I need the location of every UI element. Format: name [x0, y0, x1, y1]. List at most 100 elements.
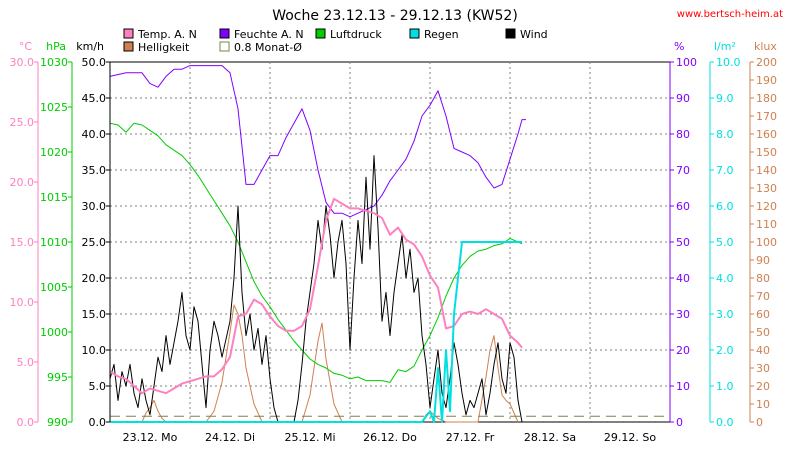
- brightness-tick-label: 200: [756, 56, 777, 69]
- wind-tick-label: 50.0: [82, 56, 107, 69]
- x-tick-label: 27.12. Fr: [446, 431, 495, 444]
- brightness-tick-label: 190: [756, 74, 777, 87]
- brightness-tick-label: 20: [756, 380, 770, 393]
- legend: Temp. A. N Feuchte A. N Luftdruck Regen Wind…: [123, 28, 548, 54]
- pressure-tick-label: 1030: [40, 56, 68, 69]
- rain-tick-label: 1.0: [716, 380, 734, 393]
- wind-tick-label: 45.0: [82, 92, 107, 105]
- series-wind-line: [109, 155, 523, 423]
- temp-tick-label: 5.0: [17, 356, 35, 369]
- wind-unit-label: km/h: [76, 40, 104, 53]
- pressure-tick-label: 1015: [40, 191, 68, 204]
- rain-tick-label: 4.0: [716, 272, 734, 285]
- humidity-tick-label: 40: [676, 272, 690, 285]
- humidity-tick-label: 60: [676, 200, 690, 213]
- pressure-tick-label: 1010: [40, 236, 68, 249]
- legend-label: Feuchte A. N: [234, 28, 304, 41]
- temp-tick-label: 20.0: [10, 176, 35, 189]
- humidity-tick-label: 20: [676, 344, 690, 357]
- humidity-tick-label: 80: [676, 128, 690, 141]
- wind-tick-label: 0.0: [89, 416, 107, 429]
- wind-tick-label: 15.0: [82, 308, 107, 321]
- rain-tick-label: 10.0: [716, 56, 741, 69]
- rain-tick-label: 6.0: [716, 200, 734, 213]
- temp-tick-label: 15.0: [10, 236, 35, 249]
- brightness-tick-label: 170: [756, 110, 777, 123]
- wind-tick-label: 30.0: [82, 200, 107, 213]
- humidity-tick-label: 0: [676, 416, 683, 429]
- brightness-tick-label: 160: [756, 128, 777, 141]
- legend-swatch: [123, 28, 134, 39]
- pressure-unit-label: hPa: [46, 40, 66, 53]
- x-tick-label: 29.12. So: [604, 431, 656, 444]
- legend-swatch: [315, 28, 326, 39]
- wind-tick-label: 40.0: [82, 128, 107, 141]
- pressure-tick-label: 1005: [40, 281, 68, 294]
- brightness-tick-label: 50: [756, 326, 770, 339]
- humidity-tick-label: 50: [676, 236, 690, 249]
- temp-tick-label: 25.0: [10, 116, 35, 129]
- humidity-tick-label: 100: [676, 56, 697, 69]
- wind-tick-label: 35.0: [82, 164, 107, 177]
- brightness-tick-label: 30: [756, 362, 770, 375]
- brightness-tick-label: 0: [756, 416, 763, 429]
- series-luftdruck-line: [109, 122, 523, 383]
- brightness-tick-label: 40: [756, 344, 770, 357]
- grid: [110, 62, 670, 422]
- wind-tick-label: 20.0: [82, 272, 107, 285]
- pressure-tick-label: 1000: [40, 326, 68, 339]
- rain-tick-label: 5.0: [716, 236, 734, 249]
- x-axis: 23.12. Mo 24.12. Di 25.12. Mi 26.12. Do 27.1…: [123, 431, 657, 444]
- temp-tick-label: 0.0: [17, 416, 35, 429]
- legend-swatch: [219, 28, 230, 39]
- wind-tick-label: 25.0: [82, 236, 107, 249]
- legend-label: Temp. A. N: [137, 28, 197, 41]
- humidity-tick-label: 30: [676, 308, 690, 321]
- temp-unit-label: °C: [19, 40, 33, 53]
- wind-tick-label: 5.0: [89, 380, 107, 393]
- rain-tick-label: 3.0: [716, 308, 734, 321]
- brightness-tick-label: 80: [756, 272, 770, 285]
- legend-label: Luftdruck: [330, 28, 382, 41]
- series-layer: [109, 65, 670, 423]
- brightness-tick-label: 150: [756, 146, 777, 159]
- humidity-tick-label: 70: [676, 164, 690, 177]
- rain-tick-label: 8.0: [716, 128, 734, 141]
- brightness-unit-label: klux: [754, 40, 777, 53]
- x-tick-label: 23.12. Mo: [123, 431, 178, 444]
- series-helligkeit-line: [110, 304, 519, 423]
- pressure-tick-label: 995: [47, 371, 68, 384]
- brightness-tick-label: 110: [756, 218, 777, 231]
- legend-label: Wind: [520, 28, 548, 41]
- x-tick-label: 28.12. Sa: [524, 431, 576, 444]
- temp-tick-label: 30.0: [10, 56, 35, 69]
- brightness-tick-label: 140: [756, 164, 777, 177]
- pressure-tick-label: 990: [47, 416, 68, 429]
- brightness-tick-label: 60: [756, 308, 770, 321]
- rain-tick-label: 0.0: [716, 416, 734, 429]
- series-regen-line: [110, 241, 522, 423]
- legend-swatch: [123, 41, 134, 52]
- brightness-tick-label: 70: [756, 290, 770, 303]
- legend-swatch: [505, 28, 516, 39]
- legend-label: Helligkeit: [138, 41, 190, 54]
- wind-tick-label: 10.0: [82, 344, 107, 357]
- pressure-tick-label: 1025: [40, 101, 68, 114]
- humidity-tick-label: 10: [676, 380, 690, 393]
- brightness-tick-label: 180: [756, 92, 777, 105]
- rain-tick-label: 7.0: [716, 164, 734, 177]
- x-tick-label: 24.12. Di: [205, 431, 255, 444]
- site-link[interactable]: www.bertsch-heim.at: [677, 9, 783, 20]
- brightness-tick-label: 10: [756, 398, 770, 411]
- x-tick-label: 25.12. Mi: [284, 431, 335, 444]
- series-temp-a-n-line: [109, 197, 523, 395]
- brightness-tick-label: 90: [756, 254, 770, 267]
- x-tick-label: 26.12. Do: [363, 431, 417, 444]
- rain-unit-label: l/m²: [714, 40, 736, 53]
- legend-label: Regen: [424, 28, 459, 41]
- legend-swatch: [219, 41, 230, 52]
- humidity-tick-label: 90: [676, 92, 690, 105]
- legend-swatch: [409, 28, 420, 39]
- legend-label: 0.8 Monat-Ø: [234, 41, 302, 54]
